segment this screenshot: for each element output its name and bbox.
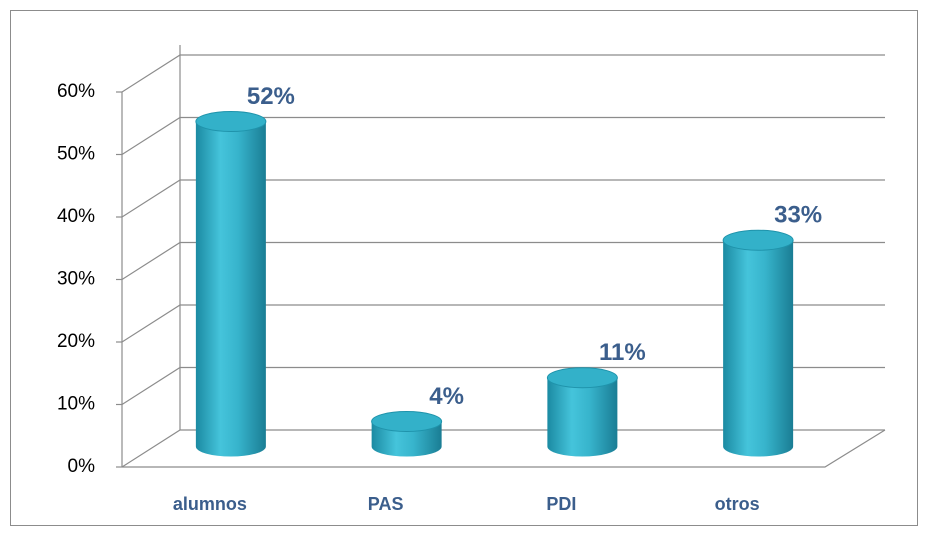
bar-top xyxy=(546,367,618,389)
y-tick-label: 20% xyxy=(57,331,95,352)
value-label: 52% xyxy=(247,83,295,110)
bar xyxy=(371,411,443,457)
y-tick-label: 50% xyxy=(57,144,95,165)
value-label: 4% xyxy=(429,383,464,410)
y-tick-label: 10% xyxy=(57,394,95,415)
x-tick-label: PDI xyxy=(546,494,576,514)
bar xyxy=(722,229,794,457)
bar xyxy=(195,111,267,457)
grid-line xyxy=(121,54,885,93)
x-tick-label: otros xyxy=(715,494,760,514)
grid-line xyxy=(121,179,885,218)
y-tick-label: 40% xyxy=(57,206,95,227)
y-tick-label: 30% xyxy=(57,269,95,290)
grid-line xyxy=(121,304,885,343)
value-label: 33% xyxy=(774,202,822,229)
bar-top xyxy=(371,411,443,432)
grid-line xyxy=(121,241,885,281)
floor-edge xyxy=(122,429,886,468)
bar-top xyxy=(722,229,794,251)
x-tick-label: PAS xyxy=(368,494,404,514)
bar-body xyxy=(195,121,266,457)
x-tick-label: alumnos xyxy=(173,494,247,514)
bar xyxy=(546,367,618,457)
grid-line xyxy=(121,116,885,156)
grid-line xyxy=(121,429,885,468)
value-label: 11% xyxy=(599,339,646,366)
grid-line xyxy=(121,366,885,406)
y-tick-label: 60% xyxy=(57,81,95,102)
bar-top xyxy=(195,111,267,132)
bar-body xyxy=(547,377,618,457)
bar-body xyxy=(723,240,794,457)
y-tick-label: 0% xyxy=(68,456,96,477)
